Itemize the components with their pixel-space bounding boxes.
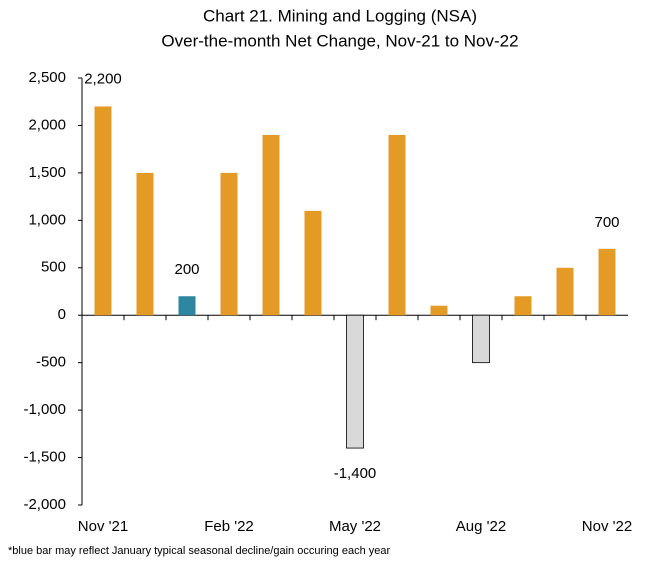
chart-subtitle: Over-the-month Net Change, Nov-21 to Nov… xyxy=(161,31,518,50)
bar xyxy=(178,296,196,316)
data-label: -1,400 xyxy=(334,465,377,482)
bar xyxy=(220,172,238,316)
bar xyxy=(472,314,490,364)
bar xyxy=(556,267,574,316)
bar xyxy=(346,314,364,449)
x-tick-label: Feb '22 xyxy=(204,518,254,535)
x-tick-label: Aug '22 xyxy=(456,518,506,535)
bar xyxy=(304,210,322,316)
y-tick-label: 2,500 xyxy=(28,69,66,86)
chart-title: Chart 21. Mining and Logging (NSA) xyxy=(203,6,477,25)
bar xyxy=(388,134,406,316)
data-label: 200 xyxy=(174,261,199,278)
y-tick-label: -500 xyxy=(36,354,66,371)
y-tick-label: -1,500 xyxy=(23,449,66,466)
x-tick-label: Nov '22 xyxy=(582,518,632,535)
y-tick-label: 1,500 xyxy=(28,164,66,181)
y-tick-label: 1,000 xyxy=(28,211,66,228)
y-tick-label: -2,000 xyxy=(23,496,66,513)
data-label: 700 xyxy=(594,214,619,231)
y-tick-label: 0 xyxy=(58,306,66,323)
bar xyxy=(598,248,616,316)
y-tick-label: 500 xyxy=(41,259,66,276)
footnote: *blue bar may reflect January typical se… xyxy=(8,545,390,557)
bar xyxy=(136,172,154,316)
bar xyxy=(430,305,448,316)
x-tick-label: Nov '21 xyxy=(78,518,128,535)
bar xyxy=(94,106,112,316)
x-tick-label: May '22 xyxy=(329,518,381,535)
bar xyxy=(514,296,532,316)
data-label: 2,200 xyxy=(84,70,122,87)
bar xyxy=(262,134,280,316)
y-tick-label: 2,000 xyxy=(28,116,66,133)
y-tick-label: -1,000 xyxy=(23,401,66,418)
